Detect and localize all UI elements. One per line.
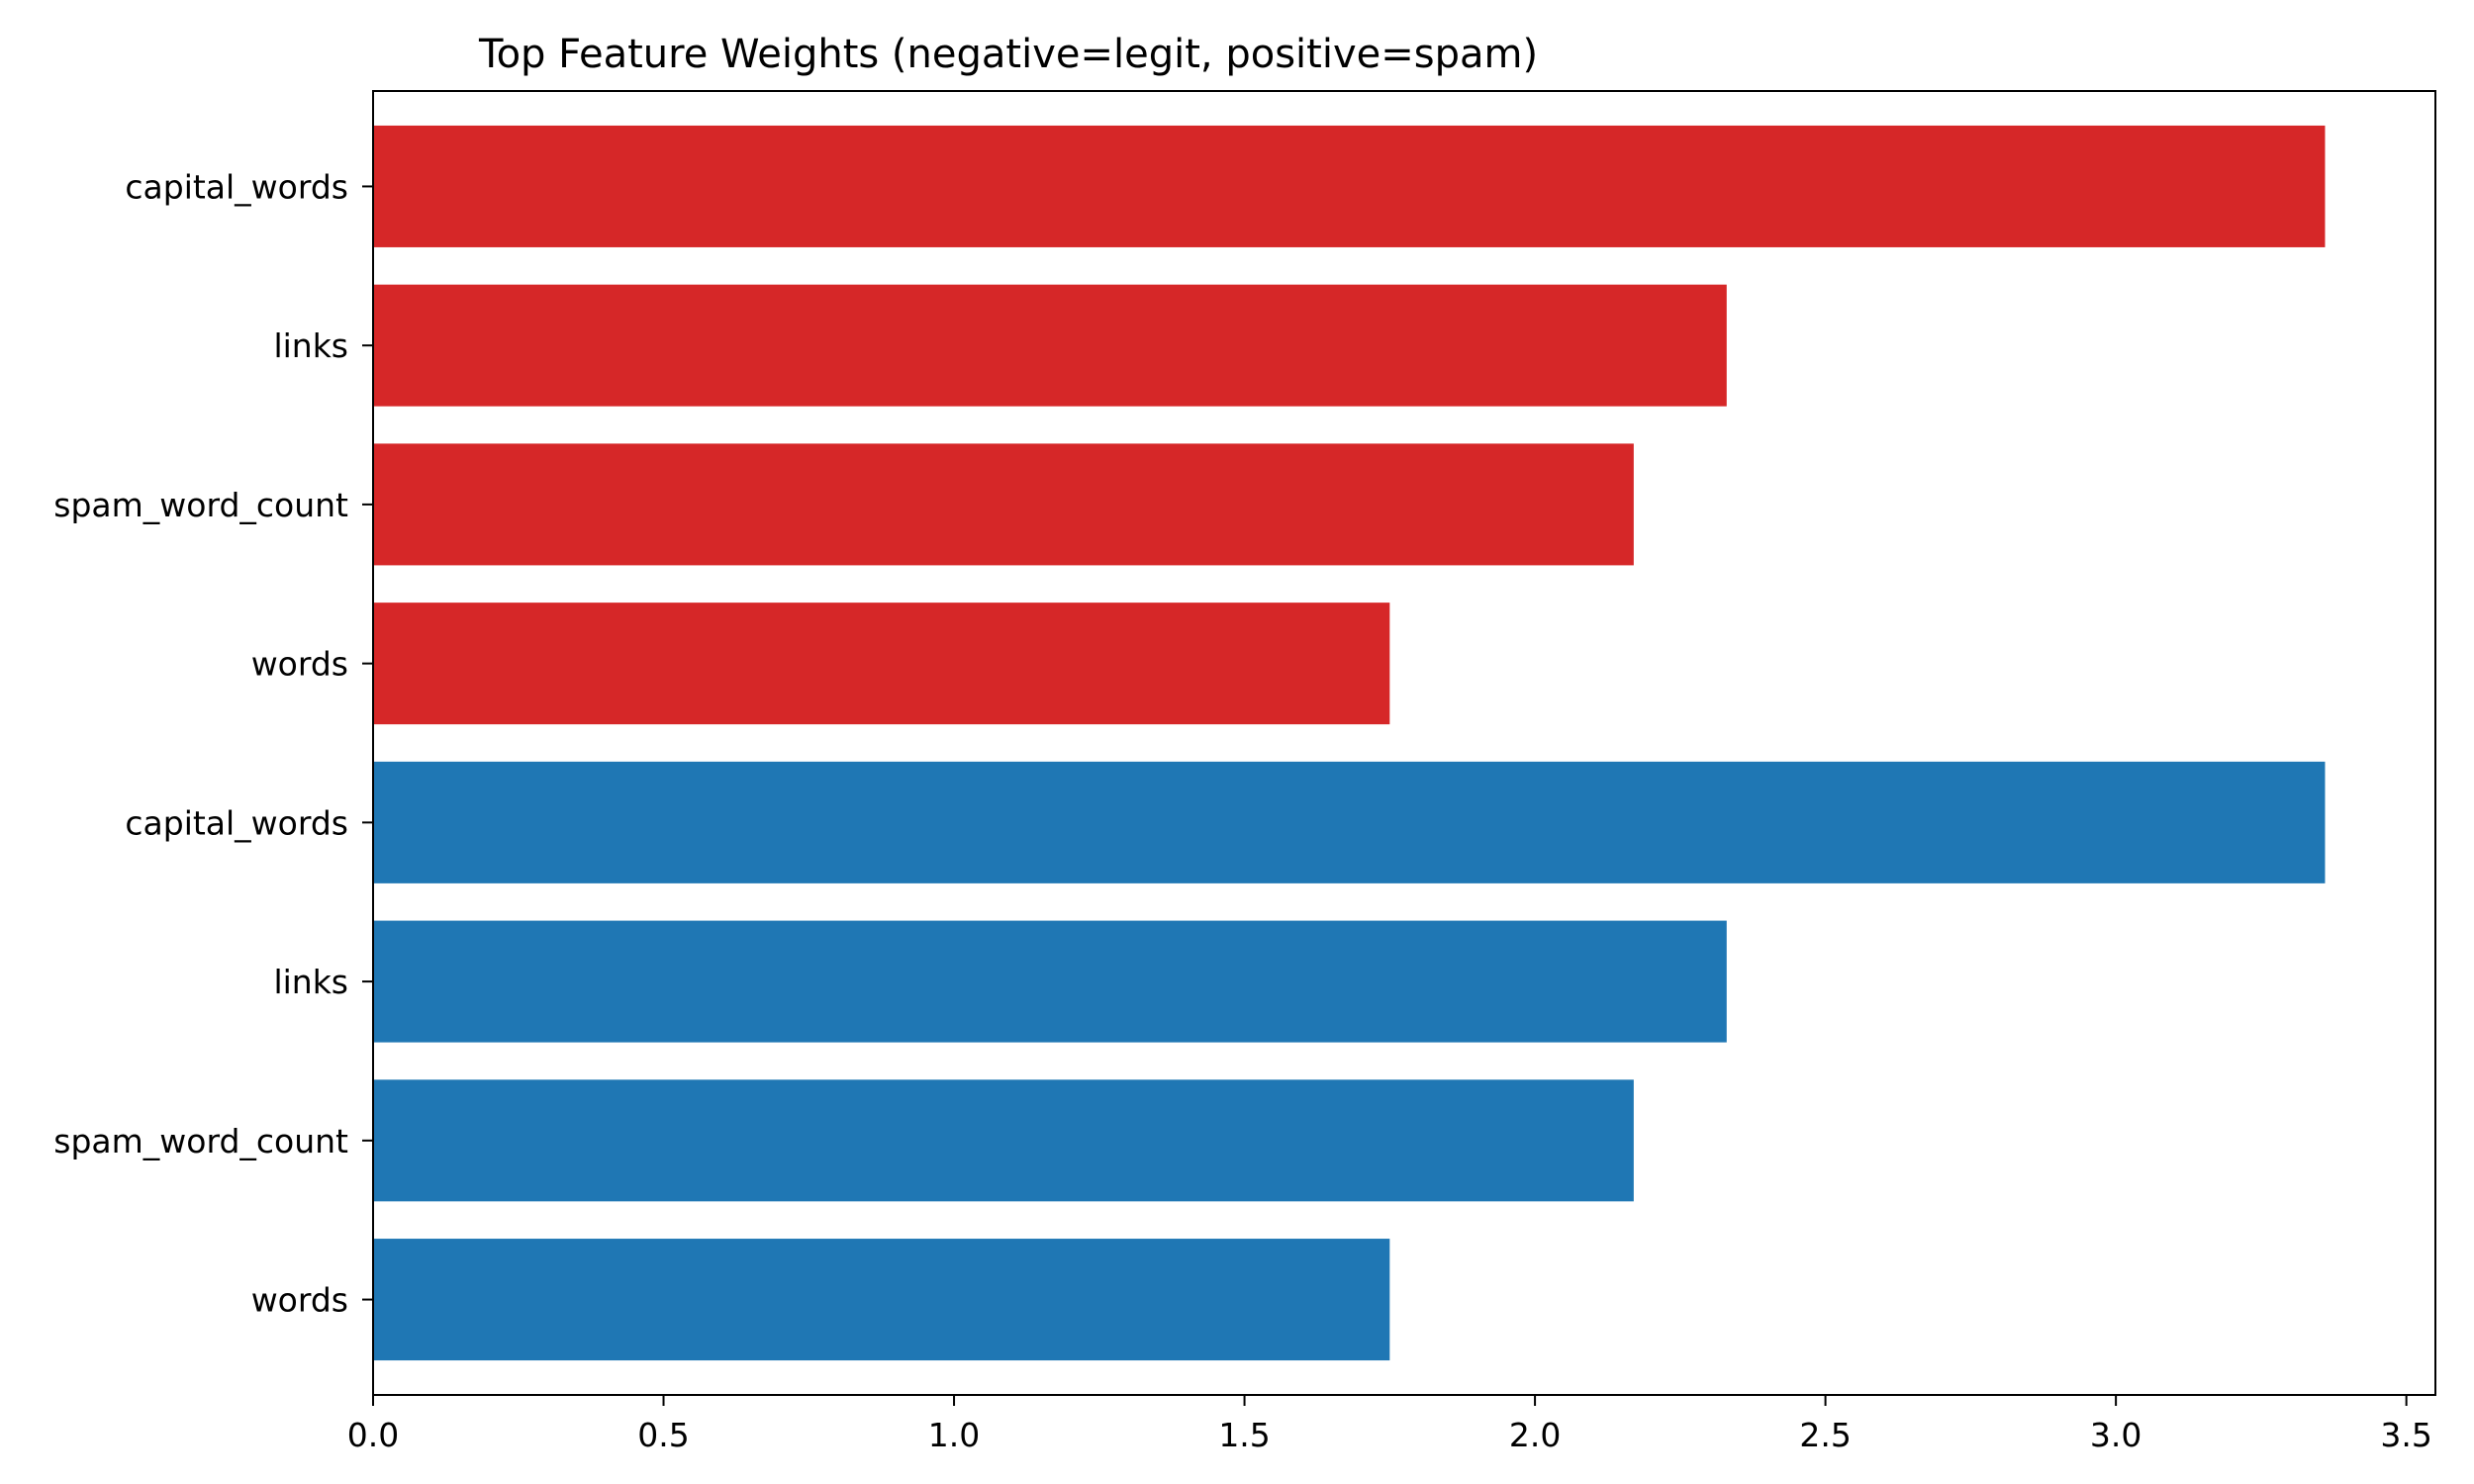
y-tick-label: words: [251, 1281, 348, 1320]
plot-frame: [372, 90, 2436, 1396]
x-tick-label: 3.0: [2090, 1416, 2141, 1454]
y-tick-label: capital_words: [125, 167, 348, 206]
y-tick-label: capital_words: [125, 803, 348, 842]
bar-spam-word-count: [373, 443, 1634, 566]
bar-words: [373, 603, 1390, 725]
y-tick-label: words: [251, 645, 348, 684]
x-tick-label: 2.5: [1799, 1416, 1851, 1454]
x-tick-label: 1.0: [928, 1416, 980, 1454]
x-tick-label: 2.0: [1509, 1416, 1561, 1454]
y-tick-label: spam_word_count: [53, 486, 348, 524]
x-tick-label: 1.5: [1218, 1416, 1270, 1454]
y-tick-label: links: [273, 326, 348, 365]
bar-capital-words: [373, 761, 2326, 883]
bar-words: [373, 1239, 1390, 1361]
bar-links: [373, 920, 1727, 1043]
bar-links: [373, 284, 1727, 407]
x-tick-label: 0.0: [347, 1416, 399, 1454]
chart-title: Top Feature Weights (negative=legit, pos…: [478, 32, 1538, 77]
x-tick-label: 0.5: [637, 1416, 689, 1454]
y-tick-label: links: [273, 963, 348, 1001]
axis-layer: capital_wordslinksspam_word_countwordsca…: [53, 90, 2436, 1454]
bar-capital-words: [373, 125, 2326, 247]
bar-spam-word-count: [373, 1079, 1634, 1202]
y-tick-label: spam_word_count: [53, 1122, 348, 1160]
x-tick-label: 3.5: [2380, 1416, 2431, 1454]
bars-layer: [373, 125, 2326, 1361]
